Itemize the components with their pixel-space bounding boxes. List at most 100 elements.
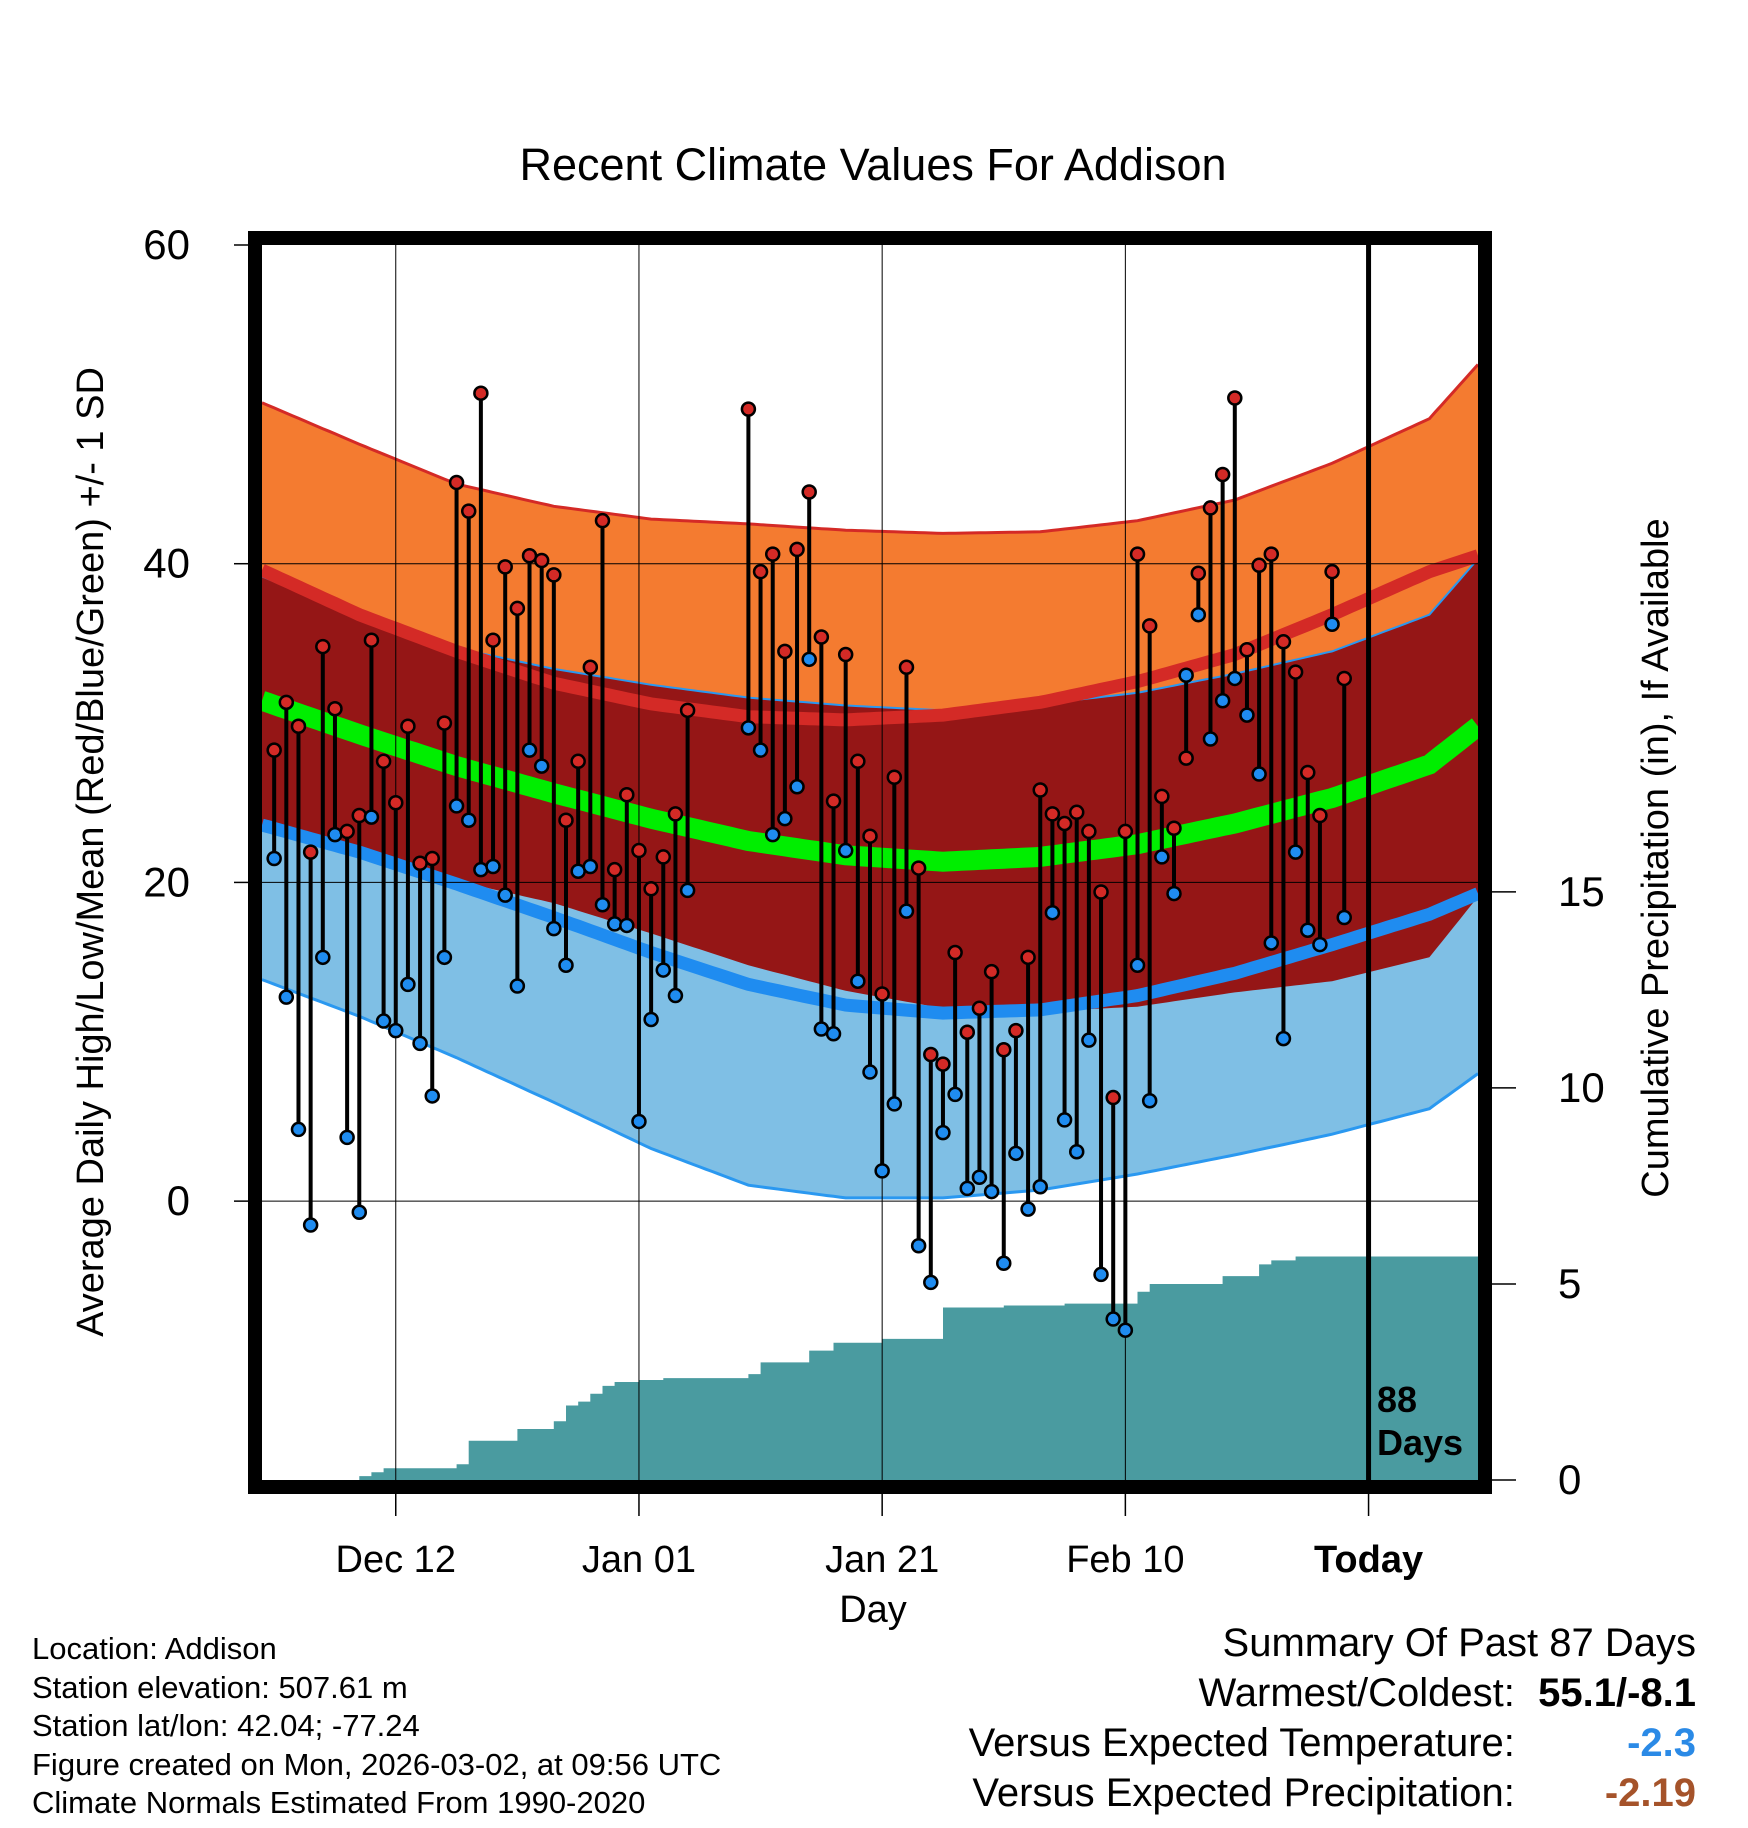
daily-high-point bbox=[850, 753, 866, 770]
daily-stems bbox=[272, 393, 1347, 1331]
daily-low-point bbox=[631, 1113, 647, 1130]
daily-low-point bbox=[1044, 904, 1061, 921]
daily-high-point bbox=[1068, 804, 1085, 821]
daily-high-point bbox=[1178, 750, 1194, 766]
daily-low-point bbox=[388, 1022, 404, 1039]
daily-high-point bbox=[655, 849, 672, 865]
daily-low-point bbox=[1008, 1145, 1024, 1162]
daily-low-point bbox=[1251, 766, 1267, 782]
summary-title: Summary Of Past 87 Days bbox=[1222, 1621, 1696, 1665]
daily-high-point bbox=[935, 1056, 951, 1072]
daily-low-point bbox=[315, 949, 331, 966]
daily-high-point bbox=[1275, 634, 1292, 650]
daily-low-point bbox=[996, 1255, 1012, 1272]
y2-tick-label: 10 bbox=[1558, 1064, 1605, 1111]
precip-area bbox=[262, 1256, 1478, 1480]
daily-low-point bbox=[1275, 1030, 1292, 1047]
low-lower-edge bbox=[261, 978, 1479, 1200]
info-latlon: Station lat/lon: 42.04; -77.24 bbox=[32, 1708, 420, 1743]
daily-high-point bbox=[1032, 782, 1048, 798]
daily-low-point bbox=[1056, 1112, 1073, 1128]
daily-low-point bbox=[1032, 1179, 1048, 1195]
x-tick-label: Today bbox=[1314, 1539, 1423, 1581]
daily-high-point bbox=[290, 718, 307, 735]
daily-high-point bbox=[983, 963, 1000, 980]
daily-low-point bbox=[655, 962, 672, 978]
daily-low-point bbox=[351, 1204, 368, 1221]
daily-high-point bbox=[606, 861, 623, 878]
daily-high-point bbox=[667, 806, 684, 822]
daily-low-point bbox=[1129, 957, 1146, 974]
daily-low-point bbox=[1141, 1092, 1158, 1109]
daily-low-point bbox=[1081, 1032, 1097, 1048]
daily-high-point bbox=[302, 844, 319, 860]
daily-low-point bbox=[424, 1088, 440, 1104]
daily-low-point bbox=[266, 850, 282, 867]
daily-low-point bbox=[509, 978, 526, 994]
daily-high-point bbox=[315, 638, 331, 655]
daily-low-point bbox=[1239, 707, 1255, 723]
info-created: Figure created on Mon, 2026-03-02, at 09… bbox=[32, 1746, 722, 1782]
daily-low-point bbox=[278, 989, 295, 1005]
daily-low-point bbox=[448, 798, 465, 814]
daily-high-point bbox=[740, 401, 757, 417]
daily-high-point bbox=[764, 546, 781, 562]
station-info: Location: Addison Station elevation: 507… bbox=[32, 1630, 721, 1823]
daily-high-point bbox=[1251, 557, 1267, 574]
daily-high-point bbox=[558, 812, 574, 829]
daily-low-point bbox=[606, 916, 623, 932]
daily-low-point bbox=[1300, 922, 1316, 938]
daily-high-point bbox=[631, 842, 647, 859]
daily-low-point bbox=[850, 973, 866, 989]
daily-high-point bbox=[509, 600, 526, 617]
chart-title: Recent Climate Values For Addison bbox=[519, 139, 1226, 190]
daily-low-point bbox=[1263, 935, 1280, 951]
daily-low-point bbox=[874, 1163, 890, 1179]
y-tick-label: 20 bbox=[143, 858, 190, 905]
precip-label: Versus Expected Precipitation: bbox=[972, 1771, 1515, 1815]
x-axis-label: Day bbox=[839, 1589, 907, 1631]
temp-label: Versus Expected Temperature: bbox=[968, 1721, 1515, 1765]
daily-high-point bbox=[1300, 764, 1316, 781]
info-location: Location: Addison bbox=[32, 1631, 277, 1666]
daily-high-point bbox=[813, 629, 830, 645]
daily-high-point bbox=[1190, 565, 1207, 582]
daily-low-point bbox=[740, 720, 757, 736]
y-tick-label: 40 bbox=[143, 540, 190, 587]
daily-low-point bbox=[886, 1096, 903, 1112]
daily-high-point bbox=[923, 1046, 939, 1063]
daily-high-point bbox=[339, 823, 355, 840]
daily-high-point bbox=[375, 753, 392, 770]
daily-high-point bbox=[1141, 618, 1158, 634]
daily-low-point bbox=[412, 1035, 428, 1052]
temp-value: -2.3 bbox=[1627, 1721, 1696, 1765]
daily-low-point bbox=[1324, 616, 1340, 633]
daily-low-point bbox=[898, 903, 915, 919]
daily-high-point bbox=[388, 794, 404, 811]
daily-low-point bbox=[923, 1274, 939, 1291]
daily-high-point bbox=[351, 807, 368, 824]
daily-low-point bbox=[546, 920, 562, 937]
daily-high-point bbox=[1202, 500, 1219, 516]
daily-low-point bbox=[777, 810, 793, 827]
daily-high-point bbox=[1093, 884, 1109, 900]
daily-low-point bbox=[1336, 909, 1352, 926]
daily-high-point bbox=[947, 944, 963, 961]
daily-high-point bbox=[874, 986, 890, 1002]
daily-high-point bbox=[1263, 546, 1280, 562]
daily-low-point bbox=[971, 1169, 988, 1185]
daily-high-point bbox=[1227, 390, 1243, 406]
daily-low-point bbox=[643, 1011, 659, 1028]
daily-high-point bbox=[582, 659, 599, 676]
daily-high-point bbox=[594, 512, 611, 529]
daily-low-point bbox=[436, 949, 453, 966]
daily-high-point bbox=[363, 632, 380, 648]
daily-high-point bbox=[1129, 546, 1146, 562]
daily-high-point bbox=[1239, 642, 1255, 658]
daily-low-point bbox=[1178, 667, 1194, 684]
daily-low-point bbox=[1312, 936, 1328, 953]
daily-high-point bbox=[460, 503, 477, 519]
daily-low-point bbox=[1068, 1143, 1085, 1160]
daily-high-point bbox=[898, 659, 915, 676]
